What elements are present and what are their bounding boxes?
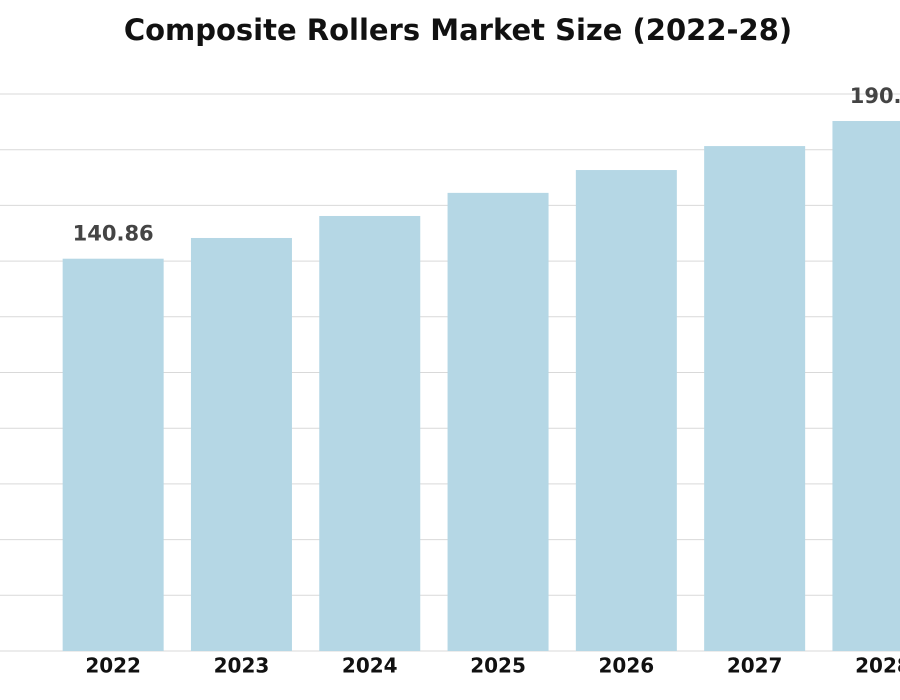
x-tick-label: 2024 (342, 654, 398, 678)
x-tick-label: 2028 (855, 654, 900, 678)
x-tick-label: 2027 (727, 654, 783, 678)
bar (62, 258, 164, 651)
bar (190, 237, 292, 651)
x-tick-label: 2023 (214, 654, 270, 678)
x-tick-label: 2022 (85, 654, 141, 678)
bar (575, 170, 677, 651)
bar (319, 215, 421, 651)
bar (704, 146, 806, 651)
x-tick-label: 2025 (470, 654, 526, 678)
bar (832, 121, 900, 651)
chart-title: Composite Rollers Market Size (2022-28) (124, 13, 792, 47)
bar (447, 192, 549, 651)
data-label: 140.86 (73, 222, 154, 246)
data-label: 190.3 (850, 84, 900, 108)
x-tick-label: 2026 (599, 654, 655, 678)
